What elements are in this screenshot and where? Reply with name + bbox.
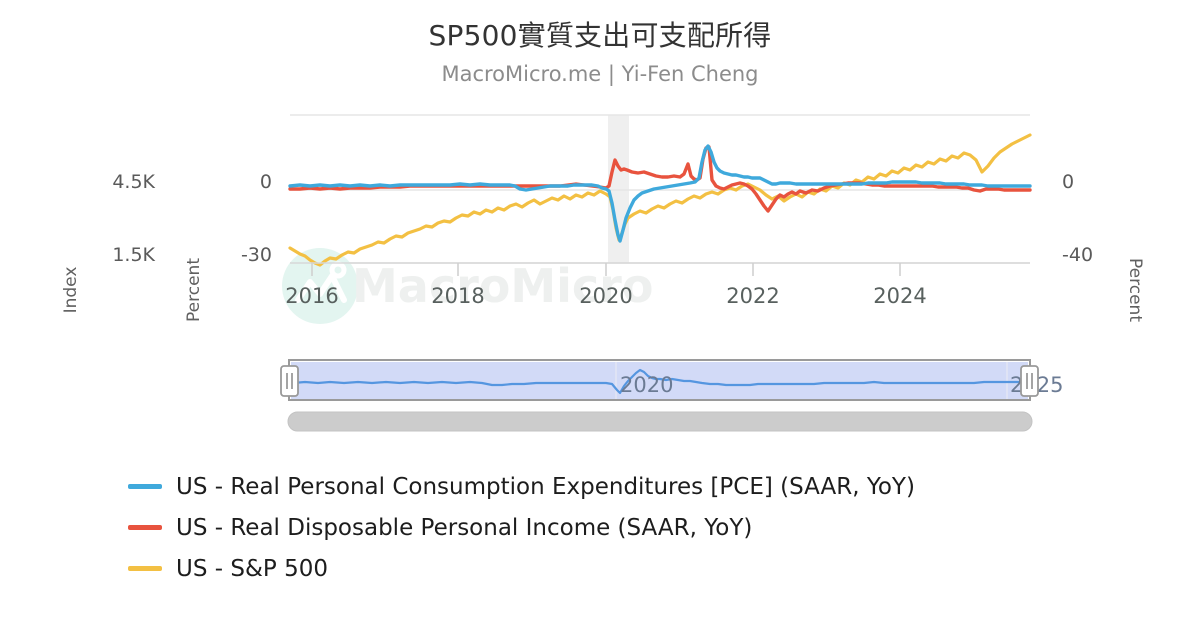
- axis-title-percent-left: Percent: [184, 258, 204, 322]
- x-tick-label-2022: 2022: [726, 284, 779, 308]
- navigator-series-line: [292, 368, 1026, 395]
- range-navigator[interactable]: 2020 2025: [0, 348, 1200, 438]
- watermark: MacroMicro: [282, 248, 653, 324]
- axis-tick-percent-right-1: -40: [1062, 244, 1093, 266]
- axis-tick-index-1: 1.5K: [112, 244, 155, 266]
- axis-title-index: Index: [61, 267, 81, 314]
- x-tick-label-2016: 2016: [285, 284, 338, 308]
- page-subtitle: MacroMicro.me | Yi-Fen Cheng: [441, 62, 759, 86]
- legend-item-pce[interactable]: US - Real Personal Consumption Expenditu…: [0, 466, 1200, 507]
- axis-tick-percent-left-1: -30: [241, 244, 272, 266]
- macromicro-logo-icon: [282, 248, 358, 324]
- legend-label-sp500: US - S&P 500: [176, 555, 328, 582]
- x-tick-label-2024: 2024: [873, 284, 926, 308]
- x-tick-label-2020: 2020: [579, 284, 632, 308]
- page-title: SP500實質支出可支配所得: [428, 19, 772, 52]
- range-handle-left[interactable]: [280, 365, 299, 397]
- main-chart[interactable]: MacroMicro Index 4.5K 1.5K Percent 0 -30…: [0, 100, 1200, 330]
- x-tick-label-2018: 2018: [431, 284, 484, 308]
- legend-item-dpi[interactable]: US - Real Disposable Personal Income (SA…: [0, 507, 1200, 548]
- axis-title-percent-right: Percent: [1125, 258, 1145, 322]
- legend-label-dpi: US - Real Disposable Personal Income (SA…: [176, 514, 753, 541]
- legend-item-sp500[interactable]: US - S&P 500: [0, 548, 1200, 589]
- legend-label-pce: US - Real Personal Consumption Expenditu…: [176, 473, 915, 500]
- navigator-scrollbar[interactable]: [287, 411, 1033, 432]
- range-handle-right[interactable]: [1020, 365, 1039, 397]
- legend-swatch-dpi: [128, 525, 162, 530]
- watermark-text: MacroMicro: [352, 259, 653, 313]
- axis-tick-index-0: 4.5K: [112, 171, 155, 193]
- series-line-pce: [288, 144, 1032, 243]
- chart-legend: US - Real Personal Consumption Expenditu…: [0, 466, 1200, 589]
- navigator-selected-range[interactable]: [291, 362, 1028, 399]
- axis-tick-percent-right-0: 0: [1062, 171, 1074, 193]
- axis-tick-percent-left-0: 0: [260, 171, 272, 193]
- navigator-year-label-2020: 2020: [620, 373, 673, 397]
- series-line-sp500: [288, 133, 1032, 267]
- legend-swatch-sp500: [128, 566, 162, 571]
- series-line-dpi: [288, 145, 1032, 213]
- legend-swatch-pce: [128, 484, 162, 489]
